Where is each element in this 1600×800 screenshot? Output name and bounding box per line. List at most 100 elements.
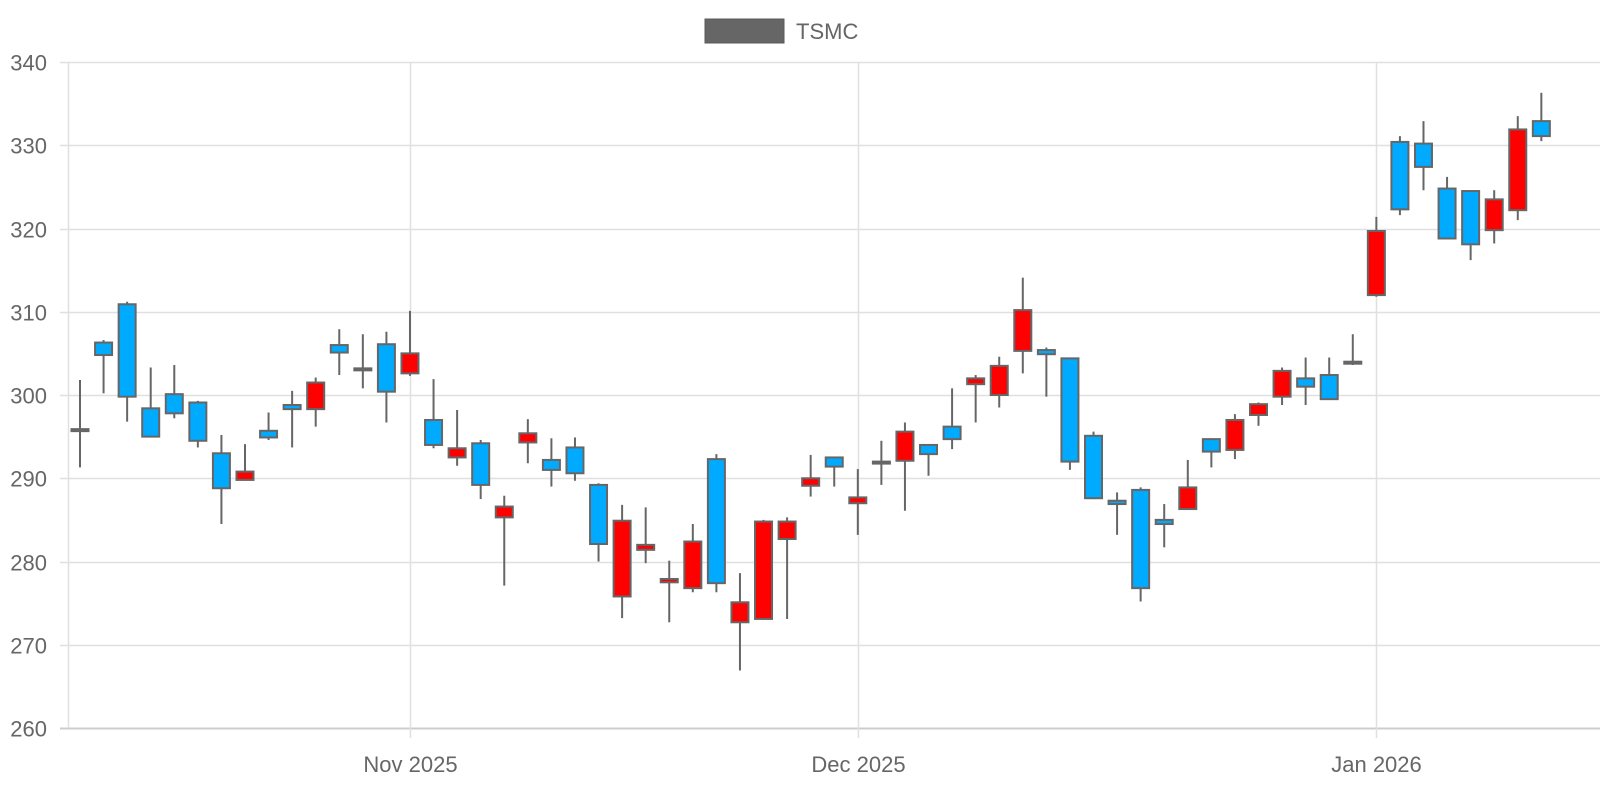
candle-body-up <box>612 519 632 598</box>
candle-body-up <box>659 577 679 584</box>
candle[interactable] <box>1084 431 1104 500</box>
candle[interactable] <box>612 504 632 619</box>
candle-body-down <box>1461 190 1481 246</box>
candle-body-up <box>306 381 326 411</box>
candle[interactable] <box>188 400 208 448</box>
candle[interactable] <box>1343 334 1363 366</box>
candle-body-down <box>919 443 939 456</box>
candle[interactable] <box>94 340 114 394</box>
candle[interactable] <box>70 380 90 468</box>
candle-body-down <box>188 401 208 442</box>
candle[interactable] <box>494 495 514 586</box>
candle[interactable] <box>424 379 444 449</box>
candle[interactable] <box>1390 136 1410 216</box>
x-tick-label: Dec 2025 <box>811 752 905 777</box>
candle[interactable] <box>659 560 679 623</box>
candle-body-up <box>1508 128 1528 212</box>
candle[interactable] <box>754 519 774 620</box>
candle[interactable] <box>1272 367 1292 405</box>
candle[interactable] <box>353 334 373 389</box>
candle[interactable] <box>706 454 726 593</box>
x-tick-label: Jan 2026 <box>1331 752 1422 777</box>
candle-body-up <box>1343 360 1363 365</box>
candle[interactable] <box>919 443 939 476</box>
candle[interactable] <box>1154 504 1174 548</box>
candle[interactable] <box>518 419 538 464</box>
candle[interactable] <box>259 412 279 440</box>
candle[interactable] <box>1366 216 1386 297</box>
y-tick-label: 300 <box>10 384 47 409</box>
candle[interactable] <box>801 454 821 497</box>
candle[interactable] <box>1107 492 1127 535</box>
candle[interactable] <box>1178 459 1198 511</box>
candle[interactable] <box>871 440 891 485</box>
candle[interactable] <box>942 388 962 450</box>
candle-body-up <box>1249 403 1268 416</box>
candle-body-up <box>966 377 986 386</box>
candle[interactable] <box>966 375 986 423</box>
candle[interactable] <box>1036 347 1056 397</box>
candle[interactable] <box>1131 487 1151 602</box>
candle[interactable] <box>447 409 467 466</box>
candle[interactable] <box>117 301 137 422</box>
candle[interactable] <box>376 331 396 423</box>
candle[interactable] <box>824 456 844 487</box>
legend[interactable]: TSMC <box>704 18 858 44</box>
candles <box>70 92 1551 671</box>
candle-body-up <box>895 430 915 462</box>
candle[interactable] <box>1013 277 1033 374</box>
candle[interactable] <box>777 517 797 619</box>
candle-body-down <box>164 393 184 415</box>
candle[interactable] <box>1461 190 1481 261</box>
candle[interactable] <box>282 390 302 448</box>
y-tick-label: 330 <box>10 134 47 159</box>
grid-lines <box>60 61 1600 738</box>
candle-body-down <box>824 456 844 468</box>
candle[interactable] <box>1508 116 1528 221</box>
candle[interactable] <box>565 437 585 481</box>
candle[interactable] <box>1225 414 1245 460</box>
candle-body-down <box>471 442 491 486</box>
candle[interactable] <box>211 434 231 525</box>
candle[interactable] <box>683 524 703 593</box>
candle[interactable] <box>730 573 750 671</box>
candle[interactable] <box>164 365 184 419</box>
candle-body-down <box>1201 438 1221 453</box>
candle[interactable] <box>636 507 656 564</box>
candle[interactable] <box>848 469 868 535</box>
candle-body-down <box>329 344 349 354</box>
candle[interactable] <box>1060 357 1080 470</box>
candle[interactable] <box>400 310 420 376</box>
candle[interactable] <box>1249 402 1268 426</box>
candle[interactable] <box>589 483 609 562</box>
candle[interactable] <box>1531 92 1551 142</box>
candle-body-up <box>848 496 868 505</box>
candle[interactable] <box>306 377 326 427</box>
candle[interactable] <box>329 329 349 376</box>
candle-body-down <box>1131 488 1151 590</box>
legend-swatch[interactable] <box>704 18 785 44</box>
candle-body-up <box>1225 418 1245 451</box>
candle[interactable] <box>895 422 915 511</box>
candle[interactable] <box>141 367 161 438</box>
candle-body-down <box>706 458 726 585</box>
candle[interactable] <box>989 356 1009 408</box>
candle-body-down <box>1319 374 1339 401</box>
candle[interactable] <box>1201 438 1221 468</box>
candle-body-down <box>1084 434 1104 500</box>
candle[interactable] <box>1484 190 1504 244</box>
candle[interactable] <box>1296 357 1316 405</box>
candle-body-down <box>1060 357 1080 463</box>
candle[interactable] <box>235 444 255 481</box>
candle[interactable] <box>541 438 561 487</box>
candle-body-down <box>424 418 444 446</box>
candle-body-up <box>777 520 797 541</box>
y-tick-label: 270 <box>10 634 47 659</box>
candle[interactable] <box>1319 357 1339 401</box>
legend-label[interactable]: TSMC <box>796 19 858 44</box>
candle[interactable] <box>1413 121 1433 191</box>
candle[interactable] <box>1437 176 1457 240</box>
candle[interactable] <box>471 439 491 500</box>
candle-body-down <box>1413 142 1433 168</box>
